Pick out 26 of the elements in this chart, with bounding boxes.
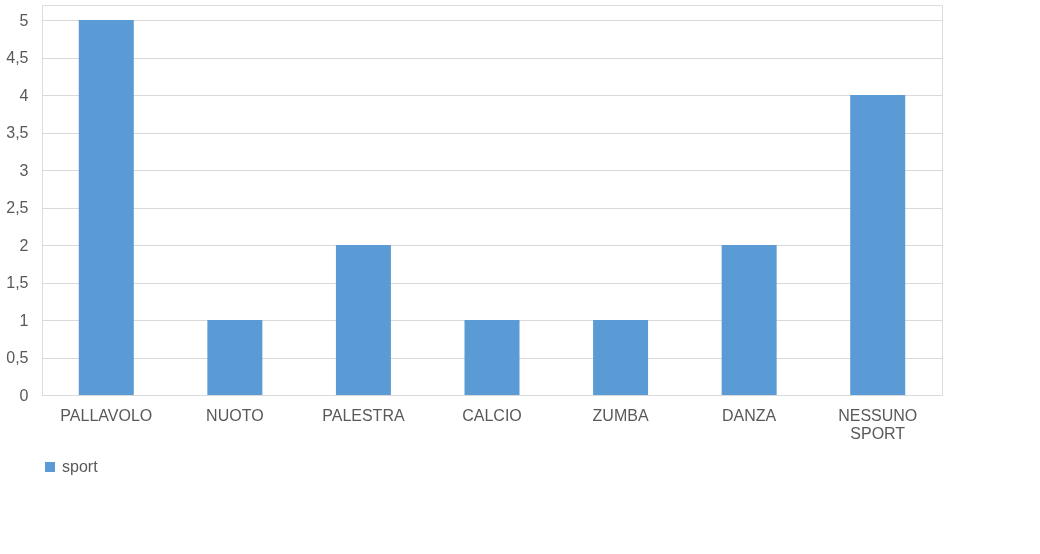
bar (464, 320, 520, 395)
bar (850, 95, 906, 395)
y-tick-label: 0 (19, 386, 29, 404)
y-tick-label: 0,5 (6, 349, 29, 366)
y-tick-label: 3,5 (6, 124, 29, 141)
y-tick-label: 2,5 (6, 199, 29, 216)
y-tick-label: 1 (19, 311, 29, 329)
x-tick-label: NUOTO (206, 406, 264, 424)
bar (78, 20, 134, 395)
x-tick-label: DANZA (722, 406, 777, 424)
x-tick-label: ZUMBA (592, 406, 649, 424)
bar (207, 320, 263, 395)
bar (593, 320, 649, 395)
x-tick-label: CALCIO (462, 406, 522, 424)
y-tick-label: 3 (19, 161, 29, 179)
y-tick-label: 4,5 (6, 49, 29, 66)
x-tick-label: PALLAVOLO (60, 406, 153, 424)
legend-label: sport (62, 458, 99, 475)
y-tick-label: 1,5 (6, 274, 29, 291)
y-tick-label: 5 (19, 11, 29, 29)
bar (721, 245, 777, 395)
y-tick-label: 4 (19, 86, 29, 104)
bar (335, 245, 391, 395)
y-tick-label: 2 (19, 236, 29, 254)
x-tick-label: NESSUNO SPORT (838, 406, 918, 442)
x-tick-label: PALESTRA (322, 406, 405, 424)
